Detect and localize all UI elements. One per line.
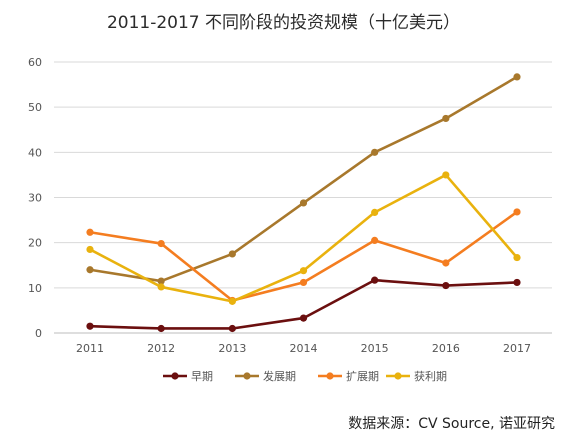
legend-item: 获利期 — [386, 370, 447, 383]
data-point — [371, 236, 379, 245]
x-tick-label: 2013 — [218, 342, 246, 355]
data-point — [442, 259, 450, 267]
legend-item: 早期 — [163, 370, 213, 383]
source-note: 数据来源：CV Source, 诺亚研究 — [348, 416, 555, 432]
data-point — [371, 148, 379, 156]
data-point — [299, 199, 308, 207]
data-point — [513, 278, 521, 287]
data-point — [371, 276, 379, 284]
data-point — [157, 277, 165, 285]
data-point — [442, 114, 450, 123]
data-point — [86, 266, 94, 274]
data-point — [86, 245, 94, 254]
y-tick-label: 40 — [28, 146, 42, 159]
y-tick-label: 20 — [28, 237, 42, 250]
x-tick-label: 2011 — [76, 342, 104, 355]
chart-title: 2011-2017 不同阶段的投资规模（十亿美元） — [106, 13, 461, 33]
y-tick-label: 60 — [28, 56, 42, 69]
legend-swatch-marker — [243, 372, 251, 380]
data-point — [228, 250, 236, 258]
legend-item: 发展期 — [235, 369, 296, 383]
data-point — [442, 281, 450, 290]
data-point — [371, 208, 379, 217]
data-point — [228, 297, 236, 305]
grid-lines — [54, 61, 552, 334]
data-point — [299, 314, 308, 322]
legend-label: 扩展期 — [346, 369, 379, 383]
data-point — [86, 228, 94, 236]
data-point — [228, 324, 236, 333]
legend-item: 扩展期 — [318, 369, 379, 383]
series-1 — [86, 276, 521, 333]
series-lines — [86, 73, 521, 333]
x-tick-label: 2012 — [147, 342, 175, 355]
y-tick-label: 10 — [28, 282, 42, 295]
data-point — [513, 253, 521, 262]
legend: 早期 发展期 扩展期 获利期 — [163, 369, 447, 383]
series-2 — [86, 73, 521, 285]
x-tick-label: 2017 — [503, 342, 531, 355]
y-tick-label: 30 — [28, 192, 42, 205]
x-tick-label: 2014 — [290, 342, 318, 355]
y-tick-label: 50 — [28, 101, 42, 114]
data-point — [299, 267, 308, 275]
series-line — [89, 210, 518, 302]
x-axis-ticks: 2011 2012 2013 2014 2015 2016 2017 — [76, 342, 531, 355]
legend-label: 早期 — [191, 370, 213, 383]
legend-label: 获利期 — [414, 370, 447, 383]
y-tick-label: 0 — [35, 327, 42, 340]
data-point — [442, 171, 450, 179]
y-axis-ticks: 0 10 20 30 40 50 60 — [28, 56, 42, 340]
series-3 — [86, 208, 521, 305]
legend-swatch-marker — [326, 372, 334, 380]
data-point — [157, 239, 165, 248]
data-point — [86, 322, 94, 330]
data-point — [513, 208, 521, 216]
x-tick-label: 2015 — [361, 342, 389, 355]
legend-label: 发展期 — [263, 369, 296, 383]
legend-swatch-marker — [171, 372, 179, 380]
data-point — [299, 278, 308, 287]
data-point — [513, 73, 521, 81]
data-point — [157, 324, 165, 333]
legend-swatch-marker — [394, 372, 402, 380]
series-4 — [86, 171, 521, 305]
data-point — [157, 283, 165, 291]
x-tick-label: 2016 — [432, 342, 460, 355]
